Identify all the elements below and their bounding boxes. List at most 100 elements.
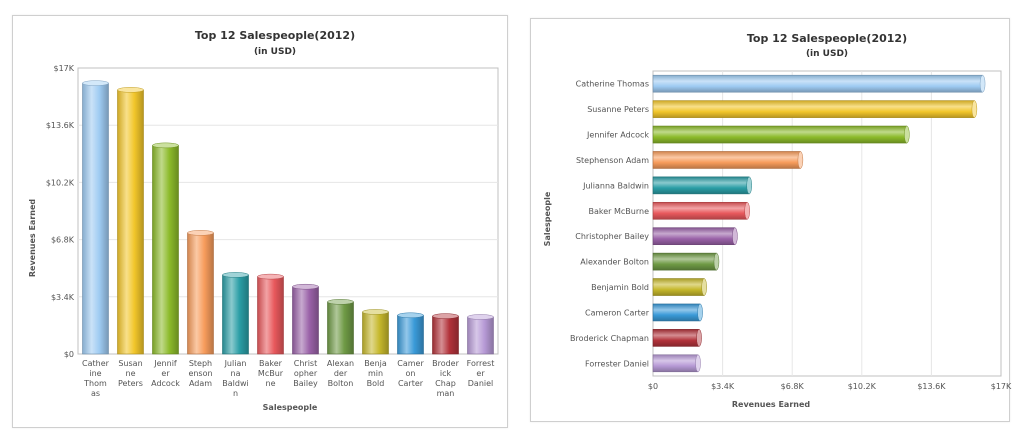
chart-title: Top 12 Salespeople(2012) — [747, 32, 907, 45]
bar-cap — [432, 313, 459, 319]
bar-body — [652, 227, 736, 246]
bar[interactable] — [222, 272, 249, 355]
x-tick-label: na — [231, 369, 241, 378]
x-tick-label: Susan — [118, 359, 142, 368]
bar-cap — [467, 314, 494, 320]
y-tick-label: Stephenson Adam — [576, 156, 649, 165]
x-tick-label: Jennif — [153, 359, 177, 368]
x-tick-label: $13.6K — [917, 382, 946, 391]
x-tick-label: Bolton — [328, 379, 354, 388]
bar[interactable] — [652, 303, 703, 322]
bar-cap — [697, 303, 703, 322]
y-tick-label: $3.4K — [51, 293, 75, 302]
y-tick-label: Broderick Chapman — [570, 334, 649, 343]
horizontal-bar-chart: Top 12 Salespeople(2012) (in USD) Revenu… — [543, 32, 1012, 409]
x-tick-label: on — [406, 369, 416, 378]
bar[interactable] — [467, 314, 494, 355]
bar-body — [257, 276, 284, 355]
bar[interactable] — [652, 278, 707, 296]
bar[interactable] — [397, 312, 424, 355]
bar-cap — [701, 278, 707, 296]
bar[interactable] — [652, 329, 702, 347]
bar-cap — [746, 176, 752, 195]
bar[interactable] — [257, 273, 284, 355]
x-tick-label: $0 — [648, 382, 658, 391]
x-tick-label: $10.2K — [848, 382, 877, 391]
bar[interactable] — [652, 74, 986, 93]
bar-body — [652, 303, 701, 322]
bar[interactable] — [652, 227, 738, 246]
bar-cap — [397, 312, 424, 319]
y-tick-label: $13.6K — [46, 121, 75, 130]
bar[interactable] — [652, 176, 752, 195]
y-tick-label: $6.8K — [51, 236, 75, 245]
bar[interactable] — [82, 80, 109, 355]
bar[interactable] — [362, 309, 389, 355]
bar-body — [152, 145, 179, 355]
bar-cap — [713, 252, 720, 271]
bar[interactable] — [292, 283, 319, 355]
bar-body — [467, 316, 494, 355]
x-axis-title: Salespeople — [263, 403, 318, 412]
bar-body — [362, 311, 389, 355]
x-tick-label: $3.4K — [711, 382, 735, 391]
x-tick-label: $17K — [991, 382, 1012, 391]
x-tick-label: Thom — [83, 379, 107, 388]
bar-body — [292, 286, 319, 355]
x-tick-label: Benja — [364, 359, 387, 368]
y-tick-label: Alexander Bolton — [580, 258, 649, 267]
bar-body — [652, 176, 750, 195]
y-tick-label: Benjamin Bold — [591, 283, 649, 292]
x-tick-label: n — [233, 389, 238, 398]
y-tick-label: $0 — [64, 350, 74, 359]
x-tick-label: Peters — [118, 379, 143, 388]
x-tick-label: as — [91, 389, 100, 398]
bar-body — [652, 151, 801, 169]
x-tick-label: Bold — [367, 379, 385, 388]
bar-cap — [695, 354, 701, 373]
chart-subtitle: (in USD) — [806, 49, 848, 59]
x-tick-label: enson — [188, 369, 212, 378]
bar[interactable] — [652, 201, 750, 220]
bar[interactable] — [327, 299, 354, 355]
x-tick-label: Adcock — [151, 379, 180, 388]
vertical-bar-chart-panel: Top 12 Salespeople(2012) (in USD) Salesp… — [12, 15, 508, 428]
horizontal-bar-chart-panel: Top 12 Salespeople(2012) (in USD) Revenu… — [530, 18, 1012, 422]
x-tick-label: Chap — [435, 379, 456, 388]
y-tick-label: $17K — [53, 64, 74, 73]
bar-cap — [327, 299, 354, 305]
bar[interactable] — [117, 87, 144, 355]
x-tick-label: ine — [89, 369, 101, 378]
bar[interactable] — [652, 252, 720, 271]
bar[interactable] — [652, 151, 804, 169]
bar-cap — [971, 100, 978, 118]
bar-body — [652, 201, 748, 220]
x-axis-title: Revenues Earned — [732, 400, 811, 409]
x-tick-label: Forrest — [467, 359, 495, 368]
bar-cap — [362, 309, 389, 315]
bar[interactable] — [652, 354, 701, 373]
bar-body — [652, 354, 699, 373]
y-axis-title: Salespeople — [543, 191, 552, 246]
bar[interactable] — [187, 230, 214, 355]
bar-body — [187, 232, 214, 355]
bar-cap — [222, 272, 249, 278]
x-tick-label: Broder — [432, 359, 459, 368]
x-tick-label: ne — [266, 379, 276, 388]
bar-cap — [257, 273, 284, 280]
bar-cap — [732, 227, 738, 245]
bar-body — [652, 125, 908, 144]
x-tick-label: Carter — [398, 379, 424, 388]
bar[interactable] — [652, 100, 978, 118]
x-tick-label: man — [437, 389, 455, 398]
y-tick-label: Jennifer Adcock — [586, 131, 649, 140]
vertical-bar-chart: Top 12 Salespeople(2012) (in USD) Salesp… — [28, 29, 499, 412]
bar-cap — [904, 125, 910, 144]
y-tick-label: Susanne Peters — [587, 105, 649, 114]
x-tick-label: er — [161, 369, 170, 378]
bar[interactable] — [652, 125, 910, 144]
bar-cap — [292, 283, 319, 290]
bar[interactable] — [432, 313, 459, 355]
plot-area — [77, 67, 499, 355]
bar[interactable] — [152, 142, 179, 355]
